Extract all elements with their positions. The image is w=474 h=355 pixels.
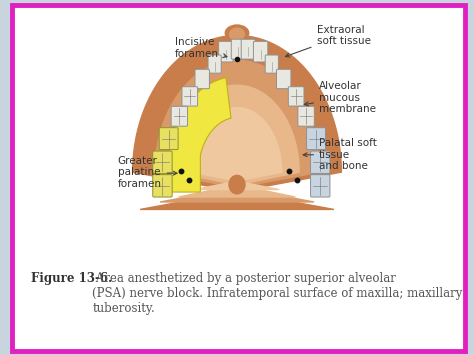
Polygon shape xyxy=(175,85,299,197)
Text: Area anesthetized by a posterior superior alveolar
(PSA) nerve block. Infratempo: Area anesthetized by a posterior superio… xyxy=(92,272,463,315)
FancyBboxPatch shape xyxy=(288,87,304,106)
FancyBboxPatch shape xyxy=(276,69,291,89)
FancyBboxPatch shape xyxy=(208,55,221,73)
Ellipse shape xyxy=(228,175,246,195)
FancyBboxPatch shape xyxy=(265,55,278,73)
FancyBboxPatch shape xyxy=(159,128,178,149)
FancyBboxPatch shape xyxy=(219,41,233,62)
Text: Alveolar
mucous
membrane: Alveolar mucous membrane xyxy=(304,81,376,114)
FancyBboxPatch shape xyxy=(195,69,210,89)
Text: Greater
palatine
foramen: Greater palatine foramen xyxy=(118,155,177,189)
FancyBboxPatch shape xyxy=(310,151,330,174)
FancyBboxPatch shape xyxy=(254,41,268,62)
Polygon shape xyxy=(155,60,319,202)
Polygon shape xyxy=(133,36,341,209)
Text: Figure 13-6.: Figure 13-6. xyxy=(31,272,112,285)
FancyBboxPatch shape xyxy=(153,175,172,197)
Ellipse shape xyxy=(225,24,249,42)
FancyBboxPatch shape xyxy=(153,151,172,174)
Text: Incisive
foramen: Incisive foramen xyxy=(175,37,227,59)
Polygon shape xyxy=(192,108,282,190)
Ellipse shape xyxy=(229,27,245,41)
Polygon shape xyxy=(170,78,231,192)
FancyBboxPatch shape xyxy=(182,87,198,106)
FancyBboxPatch shape xyxy=(307,128,326,149)
FancyBboxPatch shape xyxy=(171,106,188,126)
FancyBboxPatch shape xyxy=(241,39,255,59)
FancyBboxPatch shape xyxy=(310,175,330,197)
FancyBboxPatch shape xyxy=(298,106,314,126)
Text: Palatal soft
tissue
and bone: Palatal soft tissue and bone xyxy=(303,138,377,171)
FancyBboxPatch shape xyxy=(231,39,245,59)
Text: Extraoral
soft tissue: Extraoral soft tissue xyxy=(285,25,371,57)
